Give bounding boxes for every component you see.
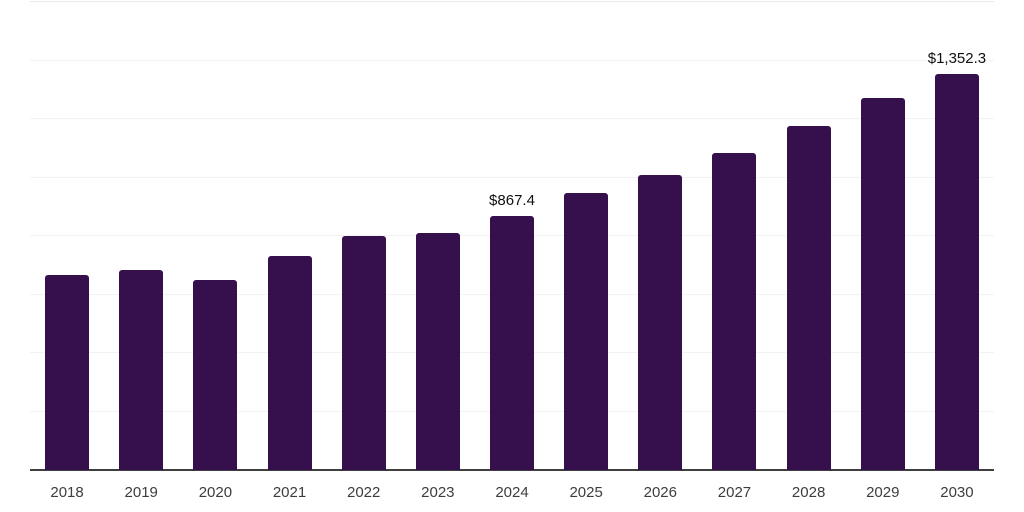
data-label-2024: $867.4 (489, 192, 535, 210)
x-tick-label-2030: 2030 (940, 484, 974, 501)
bar-2030 (934, 74, 979, 470)
gridline (30, 118, 994, 119)
x-axis-line (30, 469, 994, 471)
gridline (30, 176, 994, 178)
x-tick-label-2028: 2028 (791, 484, 826, 501)
x-tick-label-2024: 2024 (495, 484, 529, 501)
bar-2019 (119, 269, 164, 470)
bar-2024 (490, 216, 534, 470)
x-tick-label-2025: 2025 (569, 484, 603, 501)
bar-2025 (564, 193, 609, 470)
bar-2022 (341, 236, 386, 470)
x-tick-label-2022: 2022 (347, 484, 381, 501)
x-tick-label-2019: 2019 (124, 484, 158, 501)
plot-area: $867.4 $1,352.3 (30, 1, 994, 471)
x-tick-label-2018: 2018 (50, 484, 84, 501)
x-tick-label-2027: 2027 (717, 484, 752, 501)
x-tick-label-2020: 2020 (198, 484, 233, 501)
x-tick-label-2026: 2026 (643, 484, 677, 501)
bar-2023 (415, 233, 460, 470)
bar-2026 (638, 175, 683, 470)
bar-2028 (786, 126, 831, 470)
gridline (30, 59, 994, 61)
x-tick-label-2029: 2029 (866, 484, 900, 501)
bar-2029 (860, 97, 905, 470)
bar-2021 (267, 255, 312, 470)
x-tick-label-2021: 2021 (272, 484, 307, 501)
gridline (30, 1, 994, 2)
data-label-2030: $1,352.3 (927, 50, 987, 68)
bar-2020 (193, 280, 238, 470)
bar-2027 (712, 152, 757, 470)
x-tick-label-2023: 2023 (421, 484, 455, 501)
bar-2018 (45, 274, 90, 470)
